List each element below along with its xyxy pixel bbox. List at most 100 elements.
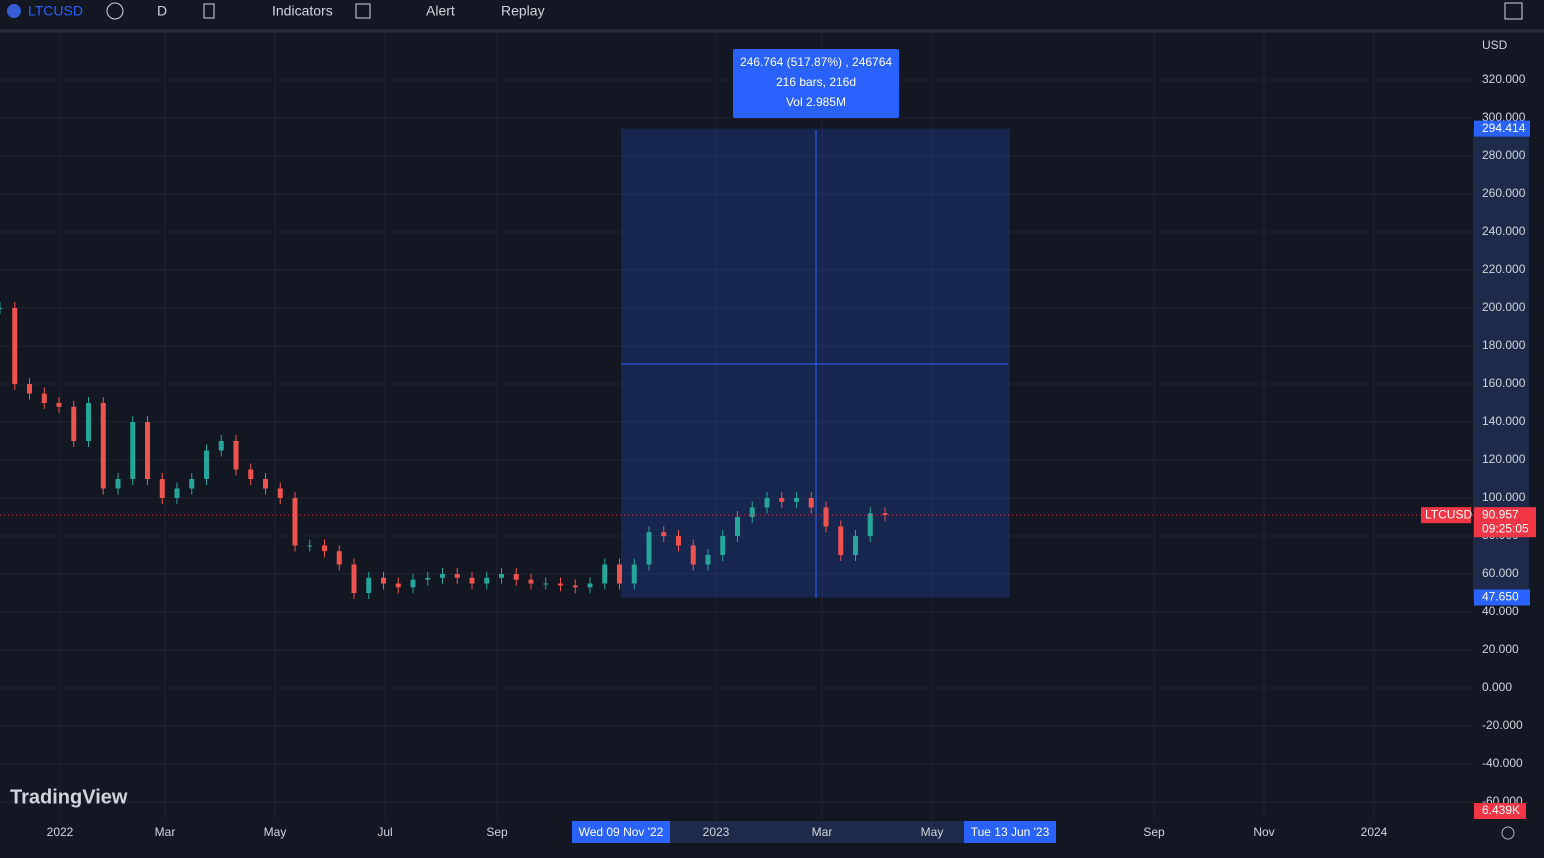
- symbol-icon: [7, 4, 21, 18]
- candle: [12, 308, 18, 384]
- y-tick-label: -40.000: [1482, 756, 1523, 770]
- candle: [248, 469, 254, 479]
- candle: [292, 498, 298, 546]
- alert[interactable]: Alert: [426, 3, 455, 19]
- y-tick-label: 20.000: [1482, 642, 1519, 656]
- measure-text: Vol 2.985M: [786, 95, 846, 109]
- x-ticks: 2022 Mar May Jul Sep 2023 Mar May Sep Nov 2024: [47, 825, 1388, 839]
- candle: [174, 488, 180, 498]
- candle: [646, 532, 652, 565]
- candle: [204, 450, 209, 479]
- candle: [513, 574, 519, 580]
- candle: [617, 564, 622, 584]
- volume-label: 6.439K: [1482, 803, 1520, 817]
- y-tick-label: 40.000: [1482, 604, 1519, 618]
- candle: [454, 574, 460, 578]
- range-start-box: [572, 821, 670, 843]
- candle: [882, 513, 888, 516]
- range-end: Tue 13 Jun '23: [971, 825, 1050, 839]
- range-start: Wed 09 Nov '22: [579, 825, 664, 839]
- y-tick-label: 200.000: [1482, 300, 1526, 314]
- candle: [233, 441, 239, 470]
- y-tick-label: 0.000: [1482, 680, 1512, 694]
- candle: [794, 498, 799, 502]
- y-tick-label: 120.000: [1482, 452, 1526, 466]
- y-tick-label: 280.000: [1482, 148, 1526, 162]
- x-tick-label: May: [264, 825, 287, 839]
- candle: [56, 403, 62, 407]
- x-tick-label: Mar: [812, 825, 833, 839]
- y-tick-label: 240.000: [1482, 224, 1526, 238]
- candle: [322, 545, 327, 552]
- y-tick-label: 140.000: [1482, 414, 1526, 428]
- candle: [71, 406, 77, 441]
- replay[interactable]: Replay: [501, 3, 545, 19]
- candle: [853, 536, 858, 555]
- countdown: 09:25:05: [1482, 521, 1529, 535]
- candle: [661, 532, 667, 536]
- candle: [867, 513, 873, 536]
- candle: [587, 583, 593, 588]
- grid: [0, 32, 1473, 820]
- candle: [572, 585, 578, 588]
- candle: [764, 498, 770, 508]
- range-bottom-label: 47.650: [1482, 590, 1519, 604]
- candle: [440, 574, 445, 578]
- layouts[interactable]: [355, 3, 371, 19]
- x-tick-label: 2023: [703, 825, 730, 839]
- candle: [159, 479, 165, 498]
- interval[interactable]: D: [157, 3, 167, 19]
- candle: [690, 545, 696, 565]
- candle: [823, 507, 829, 527]
- measure-text: 246.764 (517.87%) , 246764: [740, 55, 892, 69]
- x-tick-label: Sep: [1143, 825, 1165, 839]
- candle: [307, 545, 313, 547]
- time-range-band: [621, 821, 1010, 843]
- tag: [1421, 507, 1471, 524]
- currency[interactable]: USD: [1482, 38, 1508, 52]
- candle: [425, 577, 431, 580]
- candle: [130, 422, 136, 479]
- range-top-label: 294.414: [1482, 121, 1526, 135]
- candle: [779, 498, 785, 502]
- candle: [838, 526, 844, 555]
- candle: [366, 577, 372, 593]
- candle: [469, 577, 475, 584]
- symbol[interactable]: LTCUSD: [28, 3, 83, 19]
- candle: [145, 422, 150, 479]
- candle: [676, 536, 681, 546]
- tag: [1474, 507, 1536, 538]
- add-symbol[interactable]: [106, 2, 124, 20]
- candle: [27, 384, 32, 394]
- candle: [808, 498, 814, 508]
- candle: [484, 577, 490, 584]
- fullscreen[interactable]: [1504, 2, 1523, 20]
- chart-type[interactable]: [203, 3, 215, 19]
- candles: [0, 302, 888, 599]
- x-tick-label: Mar: [155, 825, 176, 839]
- candle: [41, 393, 47, 403]
- x-tick-label: 2024: [1361, 825, 1388, 839]
- settings-icon[interactable]: [1501, 826, 1515, 840]
- measure-text: 216 bars, 216d: [776, 75, 856, 89]
- candle: [0, 308, 3, 309]
- x-tick-label: Nov: [1253, 825, 1274, 839]
- indicators[interactable]: Indicators: [272, 3, 333, 19]
- candle: [543, 583, 549, 585]
- tag: [1474, 803, 1526, 819]
- y-tick-label: 160.000: [1482, 376, 1526, 390]
- x-tick-label: Sep: [486, 825, 508, 839]
- range-end-box: [964, 821, 1056, 843]
- candle: [218, 441, 224, 451]
- y-tick-label: 220.000: [1482, 262, 1526, 276]
- watermark: TradingView: [10, 786, 128, 808]
- candle: [351, 564, 357, 593]
- x-tick-label: Jul: [377, 825, 392, 839]
- candle: [602, 564, 608, 584]
- tag: [1474, 589, 1530, 606]
- tag: [1474, 120, 1530, 137]
- y-tick-label: 60.000: [1482, 566, 1519, 580]
